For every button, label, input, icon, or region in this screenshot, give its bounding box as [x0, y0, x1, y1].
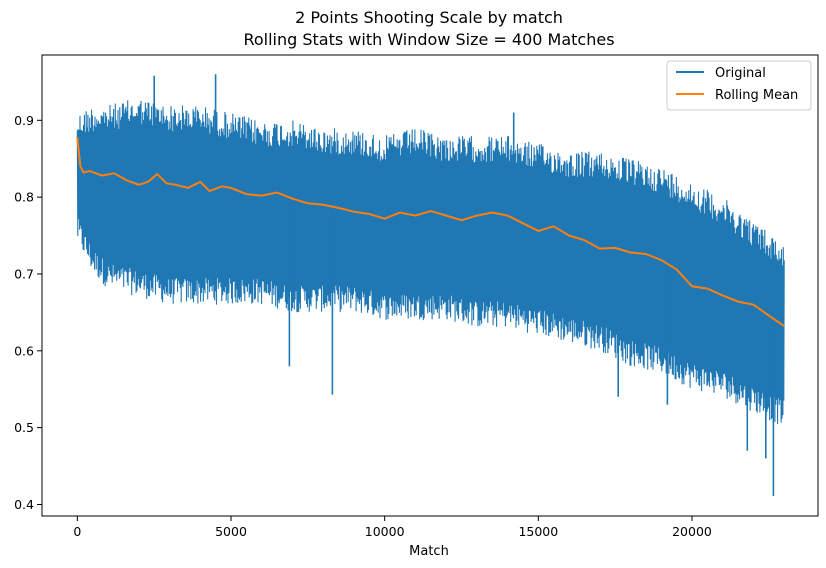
y-tick-label: 0.5	[14, 420, 34, 435]
y-tick-label: 0.7	[14, 266, 34, 281]
legend: Original Rolling Mean	[666, 60, 812, 111]
x-tick-label: 5000	[215, 524, 247, 539]
chart-subtitle: Rolling Stats with Window Size = 400 Mat…	[243, 30, 614, 49]
y-tick-label: 0.6	[14, 343, 34, 358]
y-tick-label: 0.4	[14, 497, 34, 512]
plot-frame	[41, 54, 819, 517]
x-tick-label: 10000	[365, 524, 405, 539]
series-original-line	[76, 100, 785, 425]
series-rolling-mean-line	[76, 137, 785, 328]
y-tick-label: 0.9	[14, 113, 34, 128]
chart-title: 2 Points Shooting Scale by match	[295, 8, 563, 27]
legend-box	[666, 60, 812, 111]
plot-area	[76, 74, 785, 496]
legend-label-rolling-mean: Rolling Mean	[715, 88, 798, 103]
x-tick-label: 20000	[672, 524, 712, 539]
x-tick-label: 0	[73, 524, 81, 539]
y-tick-label: 0.8	[14, 190, 34, 205]
x-axis-ticks: 0 5000 10000 15000 20000	[73, 516, 712, 539]
y-axis-ticks: 0.4 0.5 0.6 0.7 0.8 0.9	[14, 113, 42, 512]
x-tick-label: 15000	[518, 524, 558, 539]
legend-label-original: Original	[715, 66, 766, 81]
x-axis-label: Match	[409, 544, 449, 559]
